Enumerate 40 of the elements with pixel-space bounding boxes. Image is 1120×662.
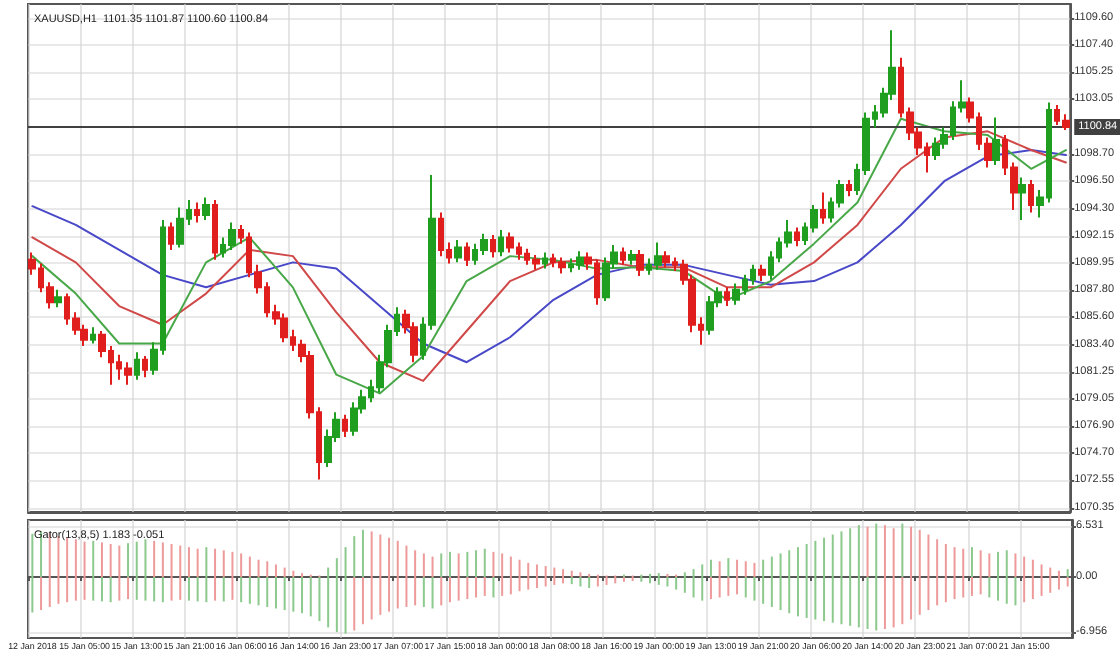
candlestick <box>620 246 626 266</box>
candlestick <box>212 198 218 261</box>
candlestick <box>1062 113 1070 132</box>
candlestick <box>794 226 800 248</box>
candlestick <box>498 228 504 258</box>
candlestick <box>464 241 470 268</box>
candlestick <box>142 354 148 379</box>
candlestick <box>168 221 174 251</box>
candlestick <box>576 250 584 271</box>
candlestick <box>124 361 132 386</box>
candlestick <box>732 282 740 306</box>
candlestick <box>134 351 140 381</box>
candlestick <box>176 206 184 249</box>
candlestick <box>932 136 940 162</box>
candlestick <box>202 196 210 221</box>
candlestick <box>280 312 288 344</box>
candlestick <box>724 286 730 308</box>
candlestick <box>490 233 496 259</box>
candlestick <box>992 116 1000 167</box>
candlestick <box>820 191 826 225</box>
candlestick <box>54 288 62 309</box>
candlestick <box>758 263 766 283</box>
candlestick <box>506 231 514 254</box>
candlestick <box>194 201 200 224</box>
candlestick <box>654 241 662 271</box>
candlestick <box>90 326 96 345</box>
candlestick <box>662 250 670 269</box>
candlestick <box>628 248 636 266</box>
candlestick <box>342 413 348 439</box>
candlestick <box>706 295 714 336</box>
candlestick <box>454 238 462 264</box>
candlestick <box>558 256 566 275</box>
candlestick <box>542 251 548 270</box>
candlestick <box>846 178 852 198</box>
candlestick <box>1018 176 1026 221</box>
candlestick <box>1028 178 1034 214</box>
candlestick <box>228 221 236 251</box>
candlestick <box>532 253 540 271</box>
candlestick <box>438 211 444 258</box>
candlestick <box>636 248 644 278</box>
